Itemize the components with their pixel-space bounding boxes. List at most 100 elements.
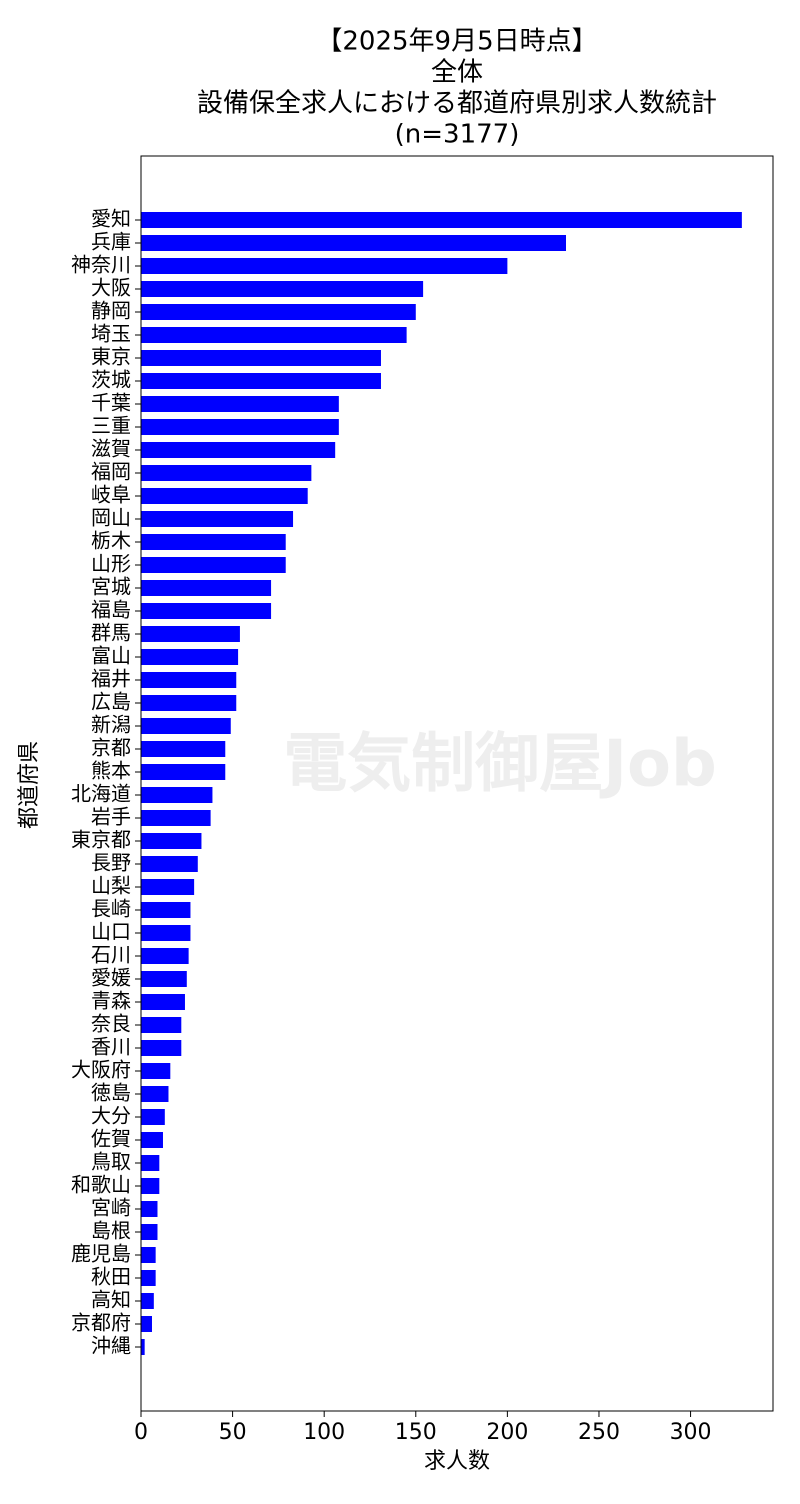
y-tick-label: 鳥取: [91, 1150, 131, 1174]
x-tick-label: 150: [395, 1420, 437, 1445]
x-tick-label: 300: [670, 1420, 712, 1445]
bar: [141, 1316, 152, 1332]
y-tick-label: 東京: [91, 345, 131, 369]
y-tick-label: 栃木: [91, 529, 131, 553]
y-tick-label: 神奈川: [71, 253, 131, 277]
y-tick-label: 佐賀: [91, 1127, 131, 1151]
bar: [141, 1270, 156, 1286]
bar: [141, 373, 381, 389]
bar: [141, 1017, 182, 1033]
chart-title: 【2025年9月5日時点】: [316, 27, 597, 57]
y-tick-label: 大阪: [91, 276, 131, 300]
bar: [141, 948, 189, 964]
x-tick-label: 0: [134, 1420, 148, 1445]
y-tick-label: 石川: [91, 943, 131, 967]
y-tick-label: 長野: [91, 851, 131, 875]
bar: [141, 1293, 154, 1309]
y-tick-label: 東京都: [71, 828, 131, 852]
bar: [141, 1224, 158, 1240]
y-tick-label: 大阪府: [71, 1058, 131, 1082]
y-tick-label: 愛媛: [91, 966, 131, 990]
bar: [141, 419, 339, 435]
bar: [141, 281, 424, 297]
y-tick-label: 福井: [91, 667, 131, 691]
y-tick-label: 千葉: [91, 391, 131, 415]
y-tick-label: 兵庫: [91, 230, 131, 254]
bar: [141, 511, 294, 527]
y-tick-label: 徳島: [91, 1081, 131, 1105]
bar: [141, 557, 286, 573]
y-tick-label: 滋賀: [91, 437, 131, 461]
y-tick-label: 鹿児島: [71, 1242, 131, 1266]
y-tick-label: 沖縄: [91, 1334, 131, 1358]
y-tick-label: 島根: [91, 1219, 131, 1243]
bar: [141, 626, 240, 642]
chart-title: (n=3177): [395, 120, 520, 150]
bar: [141, 258, 508, 274]
bar: [141, 1339, 145, 1355]
bar: [141, 994, 185, 1010]
bar: [141, 649, 239, 665]
bar: [141, 787, 213, 803]
bar: [141, 580, 272, 596]
y-tick-label: 広島: [91, 690, 131, 714]
y-tick-label: 香川: [91, 1035, 131, 1059]
y-tick-label: 山梨: [91, 874, 131, 898]
y-axis-label: 都道府県: [17, 741, 42, 829]
bar: [141, 741, 226, 757]
y-tick-label: 埼玉: [91, 322, 131, 346]
y-tick-label: 高知: [91, 1288, 131, 1312]
x-axis-label: 求人数: [424, 1449, 490, 1474]
x-tick-label: 200: [486, 1420, 528, 1445]
y-tick-label: 富山: [91, 644, 131, 668]
bar: [141, 1063, 171, 1079]
bar: [141, 235, 566, 251]
y-tick-label: 愛知: [91, 207, 131, 231]
y-tick-label: 宮崎: [91, 1196, 131, 1220]
y-tick-label: 青森: [91, 989, 131, 1013]
bar: [141, 902, 191, 918]
y-tick-label: 岡山: [91, 506, 131, 530]
bar: [141, 1201, 158, 1217]
bar: [141, 212, 742, 228]
bar: [141, 1155, 160, 1171]
bar: [141, 465, 312, 481]
x-tick-label: 250: [578, 1420, 620, 1445]
bar: [141, 1132, 163, 1148]
bar: [141, 925, 191, 941]
bar: [141, 810, 211, 826]
bar: [141, 695, 237, 711]
y-tick-label: 長崎: [91, 897, 131, 921]
bar: [141, 718, 231, 734]
bar: [141, 1109, 165, 1125]
y-tick-label: 山形: [91, 552, 131, 576]
y-tick-label: 大分: [91, 1104, 131, 1128]
plot-frame: [140, 155, 774, 1412]
y-tick-label: 静岡: [91, 299, 131, 323]
x-tick-label: 100: [303, 1420, 345, 1445]
y-tick-label: 群馬: [91, 621, 131, 645]
bar: [141, 442, 336, 458]
y-tick-label: 岩手: [91, 805, 131, 829]
bar: [141, 1178, 160, 1194]
bar: [141, 1040, 182, 1056]
x-tick-label: 50: [219, 1420, 247, 1445]
bar: [141, 534, 286, 550]
y-tick-label: 京都府: [71, 1311, 131, 1335]
bar: [141, 672, 237, 688]
bar: [141, 1086, 169, 1102]
y-tick-label: 秋田: [91, 1265, 131, 1289]
bar: [141, 856, 198, 872]
y-tick-label: 北海道: [71, 782, 131, 806]
y-tick-label: 福岡: [91, 460, 131, 484]
bar: [141, 971, 187, 987]
y-tick-label: 京都: [91, 736, 131, 760]
y-tick-label: 茨城: [91, 368, 131, 392]
watermark: 電気制御屋Job: [283, 728, 717, 802]
bar: [141, 396, 339, 412]
y-tick-label: 三重: [91, 414, 131, 438]
y-tick-label: 福島: [91, 598, 131, 622]
bar: [141, 350, 381, 366]
chart-title: 設備保全求人における都道府県別求人数統計: [197, 89, 717, 119]
